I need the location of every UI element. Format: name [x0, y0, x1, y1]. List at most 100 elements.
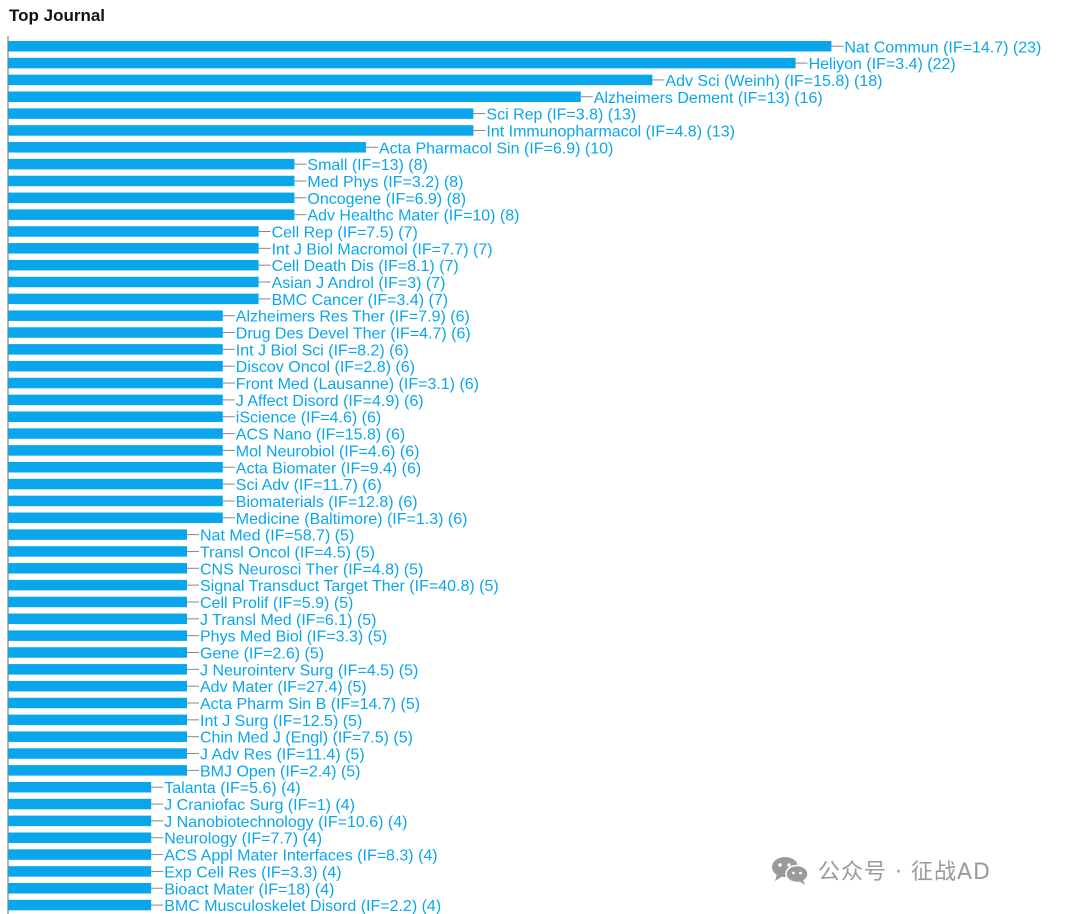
bar [8, 680, 187, 692]
bar-label: Int J Surg (IF=12.5) (5) [200, 713, 362, 730]
bar [8, 91, 581, 103]
bar [8, 512, 223, 524]
bar [8, 276, 259, 288]
bar-label: Cell Death Dis (IF=8.1) (7) [272, 258, 459, 275]
bar-label: J Adv Res (IF=11.4) (5) [200, 747, 365, 764]
bar [8, 613, 187, 625]
bar [8, 630, 187, 641]
bar [8, 108, 474, 119]
bar [8, 664, 187, 675]
bar-label: Int J Biol Sci (IF=8.2) (6) [236, 342, 409, 359]
bar-label: BMC Cancer (IF=3.4) (7) [272, 292, 448, 309]
bar [8, 192, 295, 204]
bar [8, 596, 187, 608]
bar [8, 832, 152, 843]
bar-label: CNS Neurosci Ther (IF=4.8) (5) [200, 561, 423, 578]
chart-title: Top Journal [9, 6, 106, 25]
bar-label: Adv Mater (IF=27.4) (5) [200, 679, 367, 696]
bar-label: Acta Pharmacol Sin (IF=6.9) (10) [379, 140, 613, 157]
bar-label: Front Med (Lausanne) (IF=3.1) (6) [236, 376, 479, 393]
watermark: 公众号 · 征战AD [770, 854, 991, 886]
bar [8, 360, 223, 372]
bar [8, 546, 187, 557]
bar [8, 765, 187, 776]
bar-label: Acta Biomater (IF=9.4) (6) [236, 460, 421, 477]
bar-label: Alzheimers Dement (IF=13) (16) [594, 90, 823, 107]
bar-label: Mol Neurobiol (IF=4.6) (6) [236, 443, 420, 460]
bar [8, 647, 187, 658]
bar-label: ACS Nano (IF=15.8) (6) [236, 427, 405, 444]
bar-label: Cell Prolif (IF=5.9) (5) [200, 595, 353, 612]
bar [8, 57, 796, 69]
bar [8, 344, 223, 355]
bar [8, 259, 259, 271]
bar-label: Medicine (Baltimore) (IF=1.3) (6) [236, 511, 468, 528]
bar [8, 697, 187, 709]
bar [8, 563, 187, 574]
bar [8, 714, 187, 726]
bar-label: J Craniofac Surg (IF=1) (4) [164, 797, 355, 814]
bar-label: BMJ Open (IF=2.4) (5) [200, 763, 361, 780]
bar [8, 781, 152, 793]
bar-label: Med Phys (IF=3.2) (8) [307, 174, 463, 191]
bar-label: Alzheimers Res Ther (IF=7.9) (6) [236, 309, 470, 326]
bar [8, 815, 152, 827]
bar [8, 883, 152, 894]
bar-label: Chin Med J (Engl) (IF=7.5) (5) [200, 730, 413, 747]
wechat-icon [772, 857, 809, 885]
bar [8, 899, 152, 911]
bar-label: Nat Commun (IF=14.7) (23) [844, 39, 1041, 56]
bar-label: Biomaterials (IF=12.8) (6) [236, 494, 418, 511]
bar-label: J Neurointerv Surg (IF=4.5) (5) [200, 662, 418, 679]
bar-label: Nat Med (IF=58.7) (5) [200, 528, 354, 545]
bar-label: Int J Biol Macromol (IF=7.7) (7) [272, 241, 493, 258]
bar-label: Acta Pharm Sin B (IF=14.7) (5) [200, 696, 420, 713]
bar-label: Oncogene (IF=6.9) (8) [307, 191, 466, 208]
bar-label: Talanta (IF=5.6) (4) [164, 780, 301, 797]
bar [8, 579, 187, 591]
bar [8, 411, 223, 422]
bar-label: J Transl Med (IF=6.1) (5) [200, 612, 377, 629]
bar [8, 226, 259, 237]
bar-label: Neurology (IF=7.7) (4) [164, 831, 322, 848]
bar [8, 866, 152, 877]
bar-label: Small (IF=13) (8) [307, 157, 427, 174]
bar-label: Gene (IF=2.6) (5) [200, 645, 324, 662]
bar [8, 142, 366, 153]
bar-label: J Nanobiotechnology (IF=10.6) (4) [164, 814, 407, 831]
bar [8, 849, 152, 860]
bar-label: ACS Appl Mater Interfaces (IF=8.3) (4) [164, 848, 437, 865]
bar [8, 243, 259, 254]
bar [8, 377, 223, 389]
bar-label: J Affect Disord (IF=4.9) (6) [236, 393, 424, 410]
bar [8, 175, 295, 187]
bar [8, 478, 223, 490]
bar-label: Heliyon (IF=3.4) (22) [809, 56, 956, 73]
bar [8, 445, 223, 456]
bar [8, 462, 223, 473]
bar-label: Drug Des Devel Ther (IF=4.7) (6) [236, 326, 471, 343]
bar-label: Sci Adv (IF=11.7) (6) [236, 477, 382, 494]
bar [8, 209, 295, 220]
bar [8, 293, 259, 305]
bar [8, 529, 187, 540]
bar-label: Bioact Mater (IF=18) (4) [164, 881, 334, 898]
bar [8, 495, 223, 507]
bar-label: Discov Oncol (IF=2.8) (6) [236, 359, 415, 376]
bar-label: BMC Musculoskelet Disord (IF=2.2) (4) [164, 898, 441, 914]
bar-label: Cell Rep (IF=7.5) (7) [272, 224, 418, 241]
bar-label: Phys Med Biol (IF=3.3) (5) [200, 629, 387, 646]
bar-label: Adv Healthc Mater (IF=10) (8) [307, 208, 519, 225]
bar-label: Adv Sci (Weinh) (IF=15.8) (18) [665, 73, 882, 90]
bar [8, 158, 295, 170]
bar-label: Int Immunopharmacol (IF=4.8) (13) [486, 123, 735, 140]
bar [8, 41, 832, 52]
bar [8, 125, 474, 136]
bar [8, 748, 187, 759]
bar-label: Signal Transduct Target Ther (IF=40.8) (… [200, 578, 499, 595]
bar [8, 74, 653, 86]
bar-label: Exp Cell Res (IF=3.3) (4) [164, 864, 341, 881]
bar-label: Sci Rep (IF=3.8) (13) [486, 107, 636, 124]
bar [8, 731, 187, 742]
